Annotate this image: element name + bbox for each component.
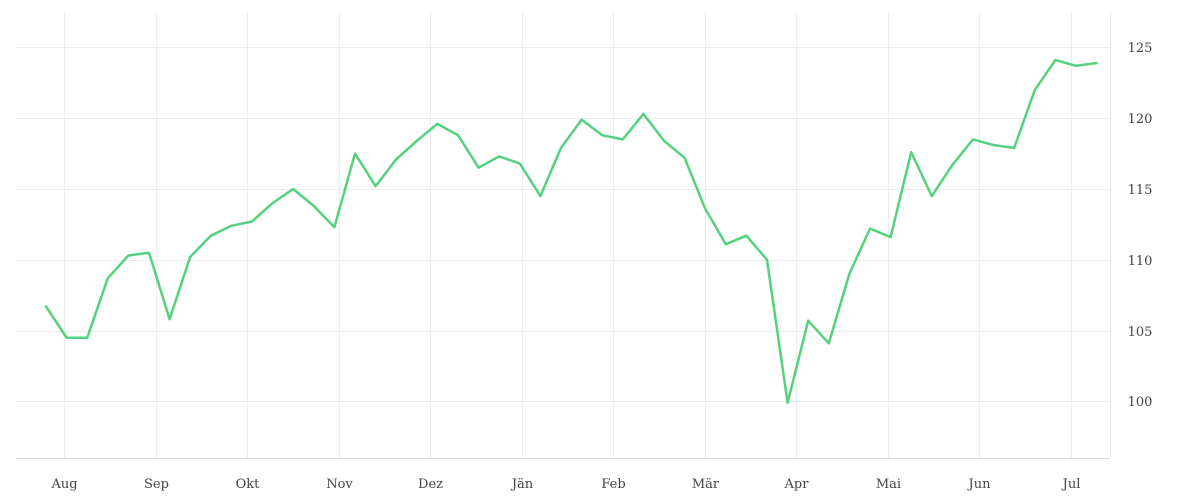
y-gridlines bbox=[16, 47, 1110, 402]
x-tick-label: Jun bbox=[967, 477, 992, 492]
x-tick-labels: Aug Sep Okt Nov Dez Jän Feb Mär Apr Mai Jun Jul bbox=[50, 477, 1080, 492]
y-tick-label: 120 bbox=[1128, 112, 1153, 127]
series-line bbox=[44, 58, 1098, 405]
y-tick-labels: 100 105 110 115 120 125 bbox=[1128, 41, 1153, 410]
x-tick-label: Apr bbox=[784, 477, 810, 492]
x-tick-label: Jul bbox=[1061, 477, 1081, 492]
x-gridlines bbox=[64, 12, 1111, 458]
x-tick-label: Jän bbox=[510, 477, 534, 492]
x-tick-label: Okt bbox=[236, 477, 261, 492]
y-tick-label: 100 bbox=[1128, 395, 1153, 410]
x-tick-label: Mai bbox=[876, 477, 901, 492]
x-tick-label: Mär bbox=[692, 477, 720, 492]
y-tick-label: 105 bbox=[1128, 325, 1153, 340]
y-tick-label: 125 bbox=[1128, 41, 1153, 56]
series-group bbox=[44, 58, 1098, 405]
x-tick-label: Sep bbox=[144, 477, 169, 492]
x-tick-label: Aug bbox=[50, 477, 77, 492]
y-tick-label: 110 bbox=[1128, 254, 1153, 269]
x-tick-label: Feb bbox=[601, 477, 625, 492]
y-tick-label: 115 bbox=[1128, 183, 1153, 198]
x-tick-label: Nov bbox=[326, 477, 353, 492]
x-tick-label: Dez bbox=[418, 477, 443, 492]
